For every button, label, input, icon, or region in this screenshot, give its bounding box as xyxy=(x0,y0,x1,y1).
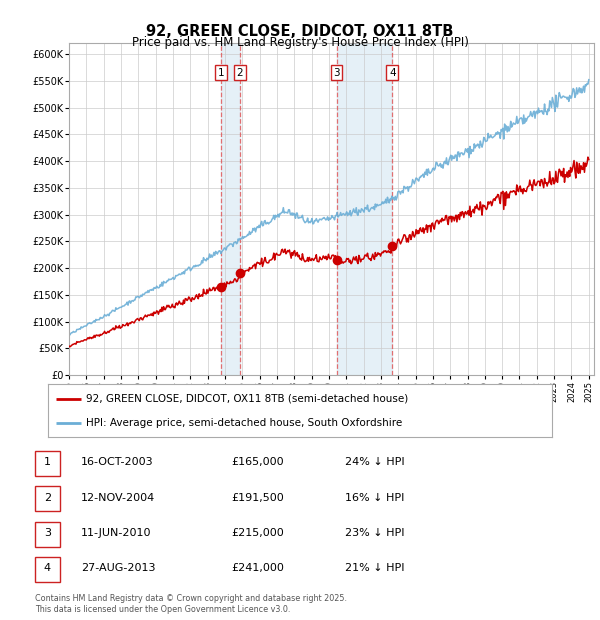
Text: 1: 1 xyxy=(44,457,51,467)
Text: 92, GREEN CLOSE, DIDCOT, OX11 8TB: 92, GREEN CLOSE, DIDCOT, OX11 8TB xyxy=(146,24,454,38)
Text: £215,000: £215,000 xyxy=(231,528,284,538)
Text: 16% ↓ HPI: 16% ↓ HPI xyxy=(345,492,404,503)
Text: 2: 2 xyxy=(237,68,244,78)
Text: Contains HM Land Registry data © Crown copyright and database right 2025.
This d: Contains HM Land Registry data © Crown c… xyxy=(35,595,347,614)
Text: £191,500: £191,500 xyxy=(231,492,284,503)
Text: 3: 3 xyxy=(333,68,340,78)
Text: 92, GREEN CLOSE, DIDCOT, OX11 8TB (semi-detached house): 92, GREEN CLOSE, DIDCOT, OX11 8TB (semi-… xyxy=(86,394,408,404)
Text: 21% ↓ HPI: 21% ↓ HPI xyxy=(345,563,404,574)
Text: £241,000: £241,000 xyxy=(231,563,284,574)
Text: 11-JUN-2010: 11-JUN-2010 xyxy=(81,528,151,538)
Text: Price paid vs. HM Land Registry's House Price Index (HPI): Price paid vs. HM Land Registry's House … xyxy=(131,36,469,49)
Bar xyxy=(221,43,240,375)
Text: 2: 2 xyxy=(44,492,51,503)
Text: 27-AUG-2013: 27-AUG-2013 xyxy=(81,563,155,574)
Text: HPI: Average price, semi-detached house, South Oxfordshire: HPI: Average price, semi-detached house,… xyxy=(86,418,402,428)
Text: 23% ↓ HPI: 23% ↓ HPI xyxy=(345,528,404,538)
Text: 4: 4 xyxy=(389,68,395,78)
Text: 1: 1 xyxy=(218,68,224,78)
Text: 24% ↓ HPI: 24% ↓ HPI xyxy=(345,457,404,467)
Text: 16-OCT-2003: 16-OCT-2003 xyxy=(81,457,154,467)
Text: 4: 4 xyxy=(44,563,51,574)
Text: £165,000: £165,000 xyxy=(231,457,284,467)
Bar xyxy=(337,43,392,375)
Text: 3: 3 xyxy=(44,528,51,538)
Text: 12-NOV-2004: 12-NOV-2004 xyxy=(81,492,155,503)
